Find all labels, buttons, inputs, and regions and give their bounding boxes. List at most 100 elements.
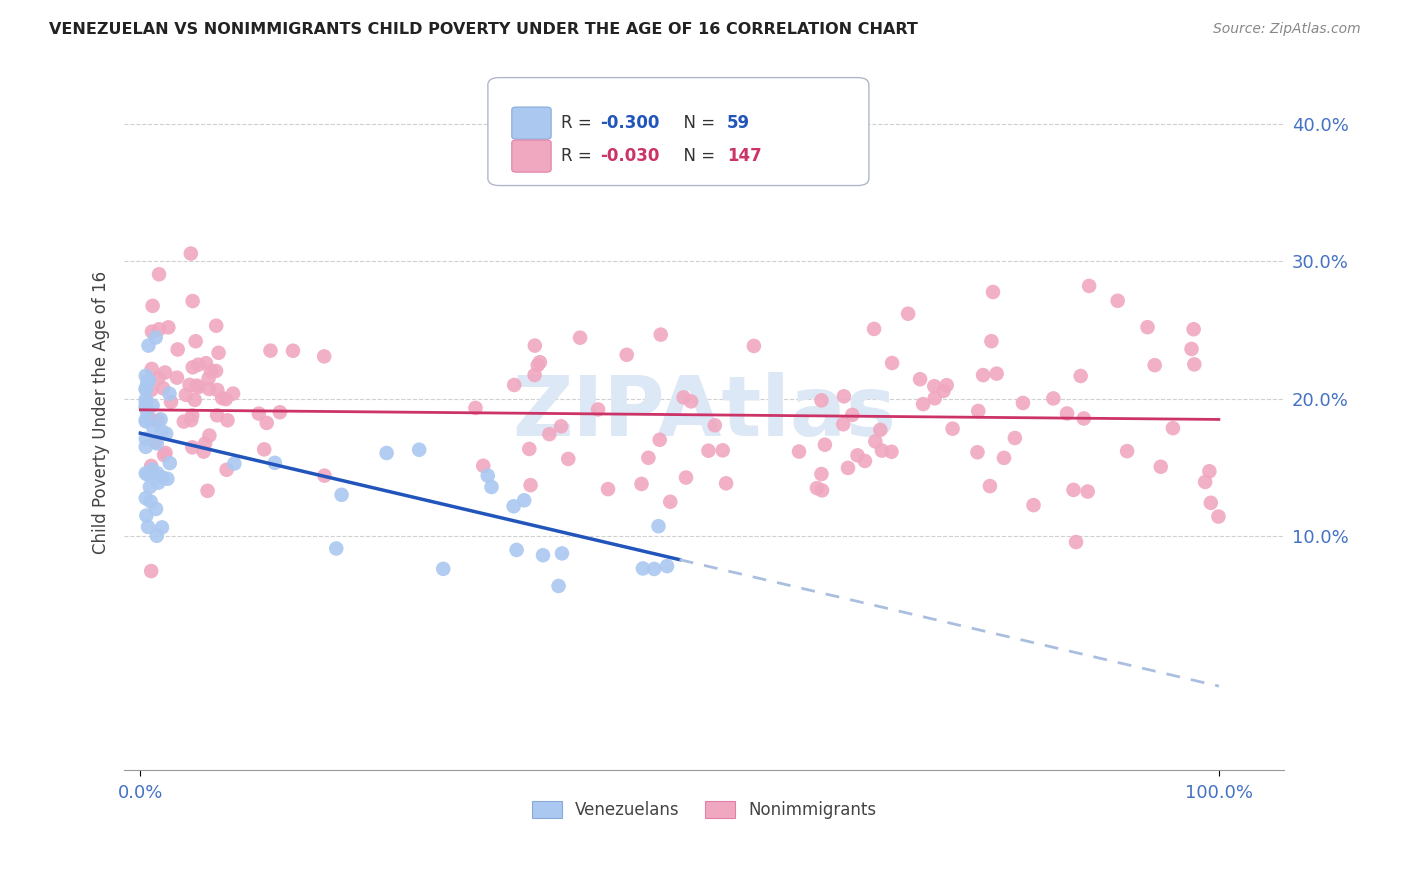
Point	[810, 467, 832, 481]
Point	[136, 520, 159, 534]
Point	[1107, 293, 1129, 308]
Point	[141, 458, 163, 473]
Point	[464, 401, 486, 415]
Point	[880, 444, 903, 458]
Point	[135, 414, 157, 428]
Point	[650, 327, 672, 342]
Point	[967, 404, 990, 418]
Point	[529, 355, 551, 369]
Point	[135, 401, 157, 415]
Point	[557, 451, 579, 466]
Point	[648, 433, 671, 447]
Point	[375, 446, 398, 460]
Point	[863, 322, 886, 336]
Point	[166, 370, 188, 384]
Point	[630, 477, 652, 491]
Text: 59: 59	[727, 114, 749, 132]
Point	[1078, 279, 1101, 293]
Point	[432, 562, 454, 576]
Point	[205, 364, 228, 378]
Point	[150, 424, 173, 438]
Point	[672, 390, 695, 404]
Point	[616, 348, 638, 362]
Point	[586, 402, 609, 417]
Point	[174, 388, 197, 402]
Point	[181, 409, 204, 423]
Point	[531, 548, 554, 562]
Point	[519, 478, 541, 492]
Point	[136, 467, 159, 482]
Point	[141, 325, 163, 339]
Point	[135, 382, 157, 396]
Point	[643, 562, 665, 576]
Point	[173, 415, 195, 429]
Point	[146, 529, 169, 543]
Point	[924, 392, 946, 406]
Point	[197, 371, 219, 385]
Point	[1161, 421, 1184, 435]
Point	[697, 443, 720, 458]
Point	[269, 405, 291, 419]
Point	[675, 470, 697, 484]
Point	[932, 384, 955, 398]
Text: R =: R =	[561, 114, 598, 132]
Point	[832, 417, 855, 432]
Point	[547, 579, 569, 593]
Point	[1194, 475, 1216, 489]
Point	[205, 318, 228, 333]
Point	[787, 444, 810, 458]
Text: 147: 147	[727, 147, 762, 165]
Point	[149, 412, 172, 426]
Point	[517, 442, 540, 456]
Point	[966, 445, 988, 459]
Point	[141, 399, 163, 413]
Point	[659, 495, 682, 509]
Point	[1064, 535, 1087, 549]
Point	[135, 491, 157, 506]
Point	[972, 368, 994, 383]
Point	[148, 371, 170, 385]
Point	[1136, 320, 1159, 334]
Point	[1004, 431, 1026, 445]
Point	[832, 389, 855, 403]
Point	[596, 482, 619, 496]
Point	[194, 356, 217, 370]
Point	[186, 378, 208, 392]
Point	[637, 450, 659, 465]
Point	[145, 502, 167, 516]
Point	[205, 409, 228, 423]
Point	[181, 360, 204, 375]
Point	[136, 405, 159, 419]
Point	[841, 408, 863, 422]
Point	[135, 382, 157, 396]
Point	[1042, 392, 1064, 406]
Point	[986, 367, 1008, 381]
Point	[647, 519, 669, 533]
Point	[155, 446, 177, 460]
Point	[1150, 459, 1173, 474]
Point	[142, 299, 165, 313]
Text: N =: N =	[673, 114, 721, 132]
Point	[211, 391, 233, 405]
Point	[981, 285, 1004, 299]
Point	[217, 413, 239, 427]
Point	[148, 475, 170, 490]
Point	[160, 395, 183, 409]
Point	[1208, 509, 1230, 524]
Point	[139, 480, 162, 494]
Point	[215, 463, 238, 477]
Point	[980, 334, 1002, 348]
Point	[187, 358, 209, 372]
Point	[1077, 484, 1099, 499]
Point	[146, 466, 169, 480]
Point	[224, 457, 246, 471]
Point	[538, 427, 561, 442]
Point	[141, 362, 163, 376]
Point	[207, 345, 229, 359]
Point	[505, 543, 527, 558]
Point	[135, 400, 157, 414]
Point	[1012, 396, 1035, 410]
Point	[148, 322, 170, 336]
Point	[256, 416, 278, 430]
Point	[551, 546, 574, 560]
